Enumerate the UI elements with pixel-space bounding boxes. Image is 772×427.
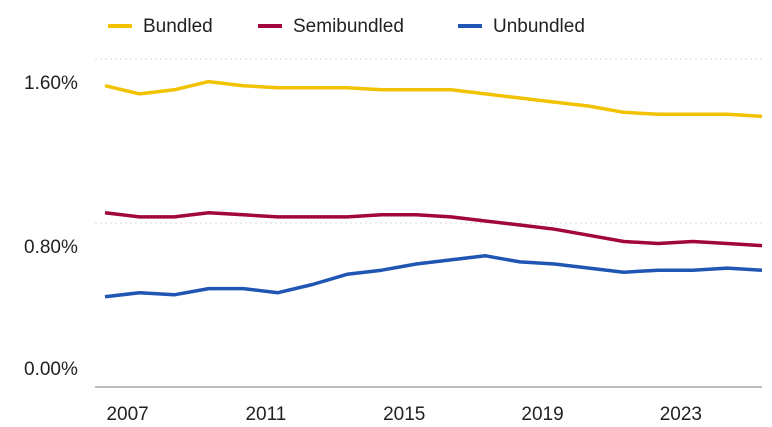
legend-label: Unbundled (493, 16, 585, 37)
legend-label: Semibundled (293, 16, 404, 37)
x-tick-label: 2007 (106, 404, 148, 425)
x-tick-label: 2011 (245, 404, 286, 425)
y-tick-label: 0.00% (24, 359, 78, 380)
series-line (104, 79, 763, 119)
y-tick-label: 0.80% (24, 237, 78, 258)
x-tick-label: 2023 (660, 404, 702, 425)
x-tick-label: 2019 (521, 404, 563, 425)
series-line (104, 211, 763, 248)
series-line (104, 254, 763, 299)
x-tick-label: 2015 (383, 404, 425, 425)
legend-label: Bundled (143, 16, 213, 37)
y-tick-label: 1.60% (24, 73, 78, 94)
